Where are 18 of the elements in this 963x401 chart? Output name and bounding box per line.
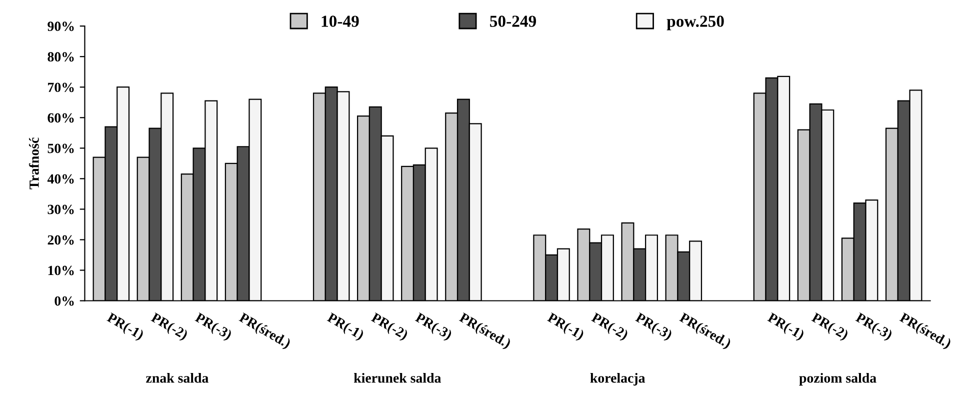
y-tick-label: 40% — [47, 174, 74, 184]
text: znak salda — [146, 372, 208, 383]
text: kierunek salda — [354, 372, 441, 383]
y-tick-label: 30% — [48, 204, 74, 214]
legend-label: 50-249 — [490, 16, 536, 27]
y-tick-label: 70% — [48, 82, 74, 92]
y-tick-label: 50% — [48, 144, 74, 154]
y-axis-title: Trafność — [28, 138, 39, 190]
legend-label: 10-49 — [322, 16, 359, 27]
text: korelacja — [590, 372, 646, 386]
legend-label: pow.250 — [666, 16, 724, 30]
y-tick-label: 10% — [48, 266, 74, 276]
y-tick-label: 90% — [48, 22, 74, 32]
y-tick-label: 60% — [48, 113, 74, 123]
y-tick-label: 0% — [54, 296, 74, 306]
text: poziom salda — [799, 372, 876, 386]
y-tick-label: 20% — [48, 235, 74, 245]
y-tick-label: 80% — [48, 52, 74, 62]
